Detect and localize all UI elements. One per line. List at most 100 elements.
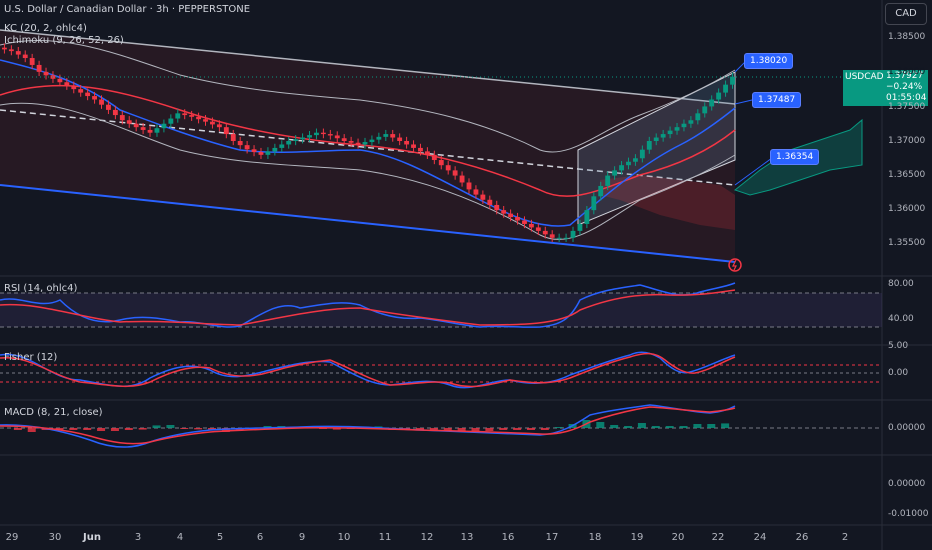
candle-body xyxy=(480,194,486,200)
macd-bar xyxy=(596,422,605,428)
candle-body xyxy=(438,160,444,166)
y-tick-macd: 0.00000 xyxy=(888,423,926,433)
candle-body xyxy=(598,185,604,197)
candle-body xyxy=(653,137,659,141)
x-tick-label: 4 xyxy=(176,532,184,543)
candle-body xyxy=(133,123,139,128)
macd-bar xyxy=(13,428,22,430)
y-tick-fisher: 0.00 xyxy=(888,368,909,378)
candle-body xyxy=(619,165,624,171)
candle-body xyxy=(272,147,278,152)
macd-bar xyxy=(513,428,522,430)
y-tick-macd: 0.00000 xyxy=(888,479,926,489)
last-price-change: −0.24% xyxy=(886,82,923,92)
x-tick-label: 10 xyxy=(337,532,351,543)
y-tick-macd: -0.01000 xyxy=(888,509,929,519)
target-line-up xyxy=(734,61,746,73)
macd-bar xyxy=(707,424,716,428)
candle-body xyxy=(112,109,118,116)
indicator-ichimoku-label[interactable]: Ichimoku (9, 26, 52, 26) xyxy=(4,35,124,46)
chart-title: U.S. Dollar / Canadian Dollar · 3h · PEP… xyxy=(4,4,251,15)
candle-body xyxy=(334,135,340,139)
last-price-box xyxy=(843,70,883,106)
macd-bar xyxy=(221,428,230,432)
candle-body xyxy=(487,199,493,205)
price-label-low[interactable]: 1.36354 xyxy=(770,149,820,165)
currency-button[interactable]: CAD xyxy=(885,3,927,25)
candle-body xyxy=(300,137,306,140)
candle-body xyxy=(175,113,181,119)
x-tick-label: 24 xyxy=(753,532,767,543)
candle-body xyxy=(78,89,84,93)
indicator-fisher-label[interactable]: Fisher (12) xyxy=(4,352,58,363)
candle-body xyxy=(570,230,576,238)
candle-body xyxy=(418,147,423,152)
candle-body xyxy=(397,137,403,141)
candle-body xyxy=(681,123,687,128)
candle-body xyxy=(452,170,458,176)
last-price-symbol: USDCAD xyxy=(845,72,884,82)
candle-body xyxy=(632,158,638,162)
y-tick-price: 1.37000 xyxy=(888,136,926,146)
indicator-rsi-label[interactable]: RSI (14, ohlc4) xyxy=(4,283,78,294)
candle-body xyxy=(716,92,722,100)
channel-upper-line xyxy=(0,29,736,105)
candle-body xyxy=(203,119,208,122)
target-line-low xyxy=(734,157,773,186)
indicator-kc-label[interactable]: KC (20, 2, ohlc4) xyxy=(4,23,87,34)
macd-bar xyxy=(97,428,106,431)
candle-body xyxy=(293,139,299,141)
candle-body xyxy=(71,85,77,90)
price-label-mid[interactable]: 1.37487 xyxy=(752,92,802,108)
candle-body xyxy=(237,141,243,146)
candle-body xyxy=(383,134,389,137)
macd-bar xyxy=(679,426,688,428)
candle-body xyxy=(265,151,271,155)
candle-body xyxy=(22,54,28,59)
indicator-macd-label[interactable]: MACD (8, 21, close) xyxy=(4,407,103,418)
lightning-icon[interactable] xyxy=(728,258,742,272)
candle-body xyxy=(307,135,312,138)
candle-body xyxy=(369,139,375,143)
candle-body xyxy=(106,104,111,110)
candle-body xyxy=(348,141,354,143)
rsi-signal-line xyxy=(0,289,736,326)
price-label-top[interactable]: 1.38020 xyxy=(744,53,794,69)
candle-body xyxy=(126,120,132,124)
x-tick-label: 11 xyxy=(378,532,392,543)
candle-body xyxy=(695,113,701,121)
macd-bar xyxy=(332,428,341,430)
candle-body xyxy=(341,138,347,141)
candle-body xyxy=(535,227,541,231)
candle-body xyxy=(445,165,451,171)
x-tick-label: 26 xyxy=(795,532,809,543)
candle-body xyxy=(646,141,652,150)
candle-body xyxy=(251,149,257,153)
x-tick-label: 12 xyxy=(420,532,434,543)
candle-body xyxy=(92,96,97,100)
candle-body xyxy=(473,189,479,195)
macd-bar xyxy=(263,426,272,428)
x-tick-label: 6 xyxy=(256,532,264,543)
macd-bar xyxy=(443,428,452,431)
macd-bar xyxy=(485,428,494,431)
macd-bar xyxy=(540,428,549,430)
x-tick-label: 18 xyxy=(588,532,602,543)
candle-body xyxy=(85,92,91,97)
macd-bar xyxy=(651,426,660,428)
candle-body xyxy=(196,116,202,120)
macd-signal xyxy=(0,406,736,445)
candle-body xyxy=(667,130,673,135)
candle-body xyxy=(424,151,430,155)
candle-body xyxy=(459,175,465,183)
y-tick-rsi: 80.00 xyxy=(888,279,914,289)
macd-bar xyxy=(429,428,438,431)
rsi-line xyxy=(0,282,736,328)
x-tick-label: 30 xyxy=(48,532,62,543)
macd-bar xyxy=(721,423,730,428)
x-tick-label: 2 xyxy=(841,532,849,543)
red-ma-line xyxy=(0,84,736,197)
lightning-glyph xyxy=(732,259,737,271)
candle-body xyxy=(723,84,728,93)
